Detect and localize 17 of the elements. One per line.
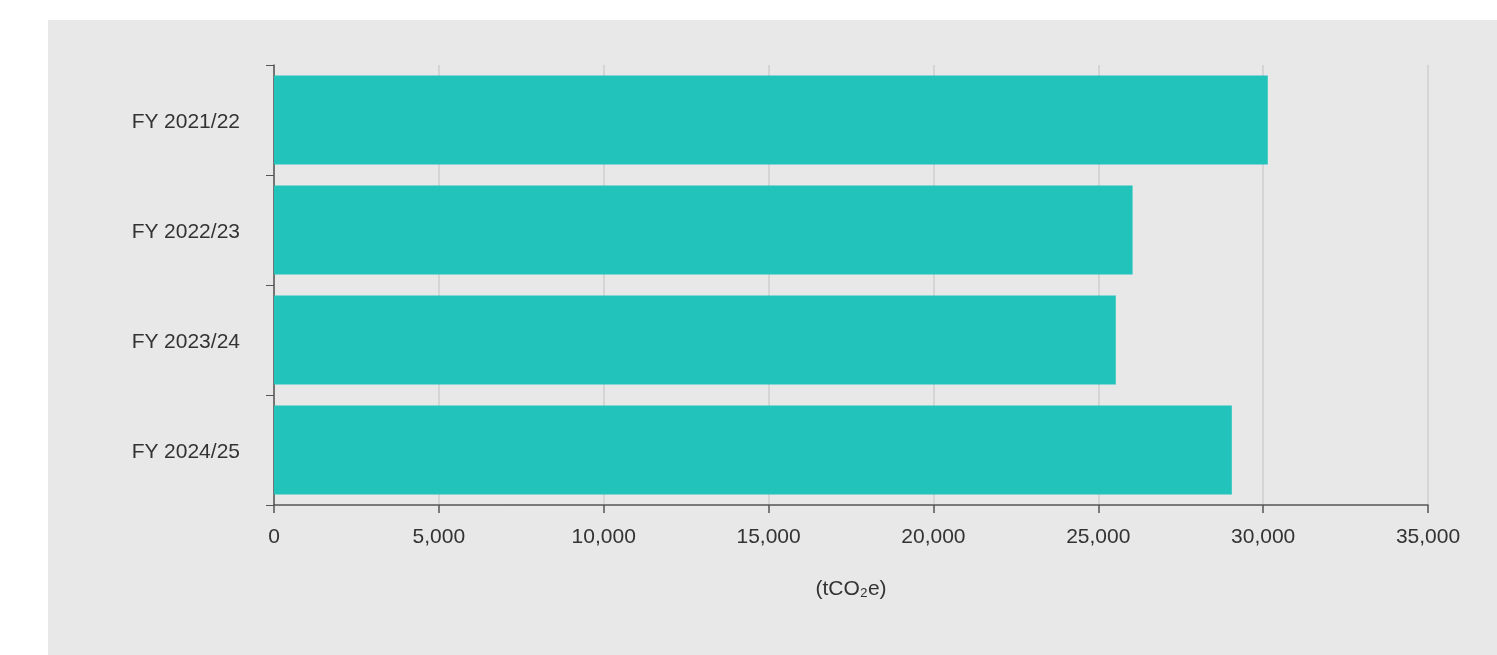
bar bbox=[274, 75, 1268, 165]
x-tick-label: 15,000 bbox=[736, 524, 801, 547]
y-tick-label: FY 2023/24 bbox=[131, 328, 241, 352]
x-tick-label: 0 bbox=[268, 524, 280, 547]
x-tick-label: 5,000 bbox=[412, 524, 466, 547]
x-tick-label: 25,000 bbox=[1066, 524, 1131, 547]
bar bbox=[274, 185, 1133, 275]
bar bbox=[274, 405, 1232, 495]
x-tick-label: 35,000 bbox=[1395, 524, 1461, 547]
x-axis-title: (tCO₂e) bbox=[815, 576, 887, 599]
x-tick-label: 30,000 bbox=[1231, 524, 1296, 547]
y-tick-label: FY 2024/25 bbox=[131, 438, 240, 462]
y-tick-label: FY 2022/23 bbox=[131, 218, 240, 242]
x-tick-label: 10,000 bbox=[571, 524, 636, 547]
x-tick-label: 20,000 bbox=[901, 524, 966, 547]
bar bbox=[274, 295, 1116, 385]
y-tick-label: FY 2021/22 bbox=[131, 108, 240, 132]
